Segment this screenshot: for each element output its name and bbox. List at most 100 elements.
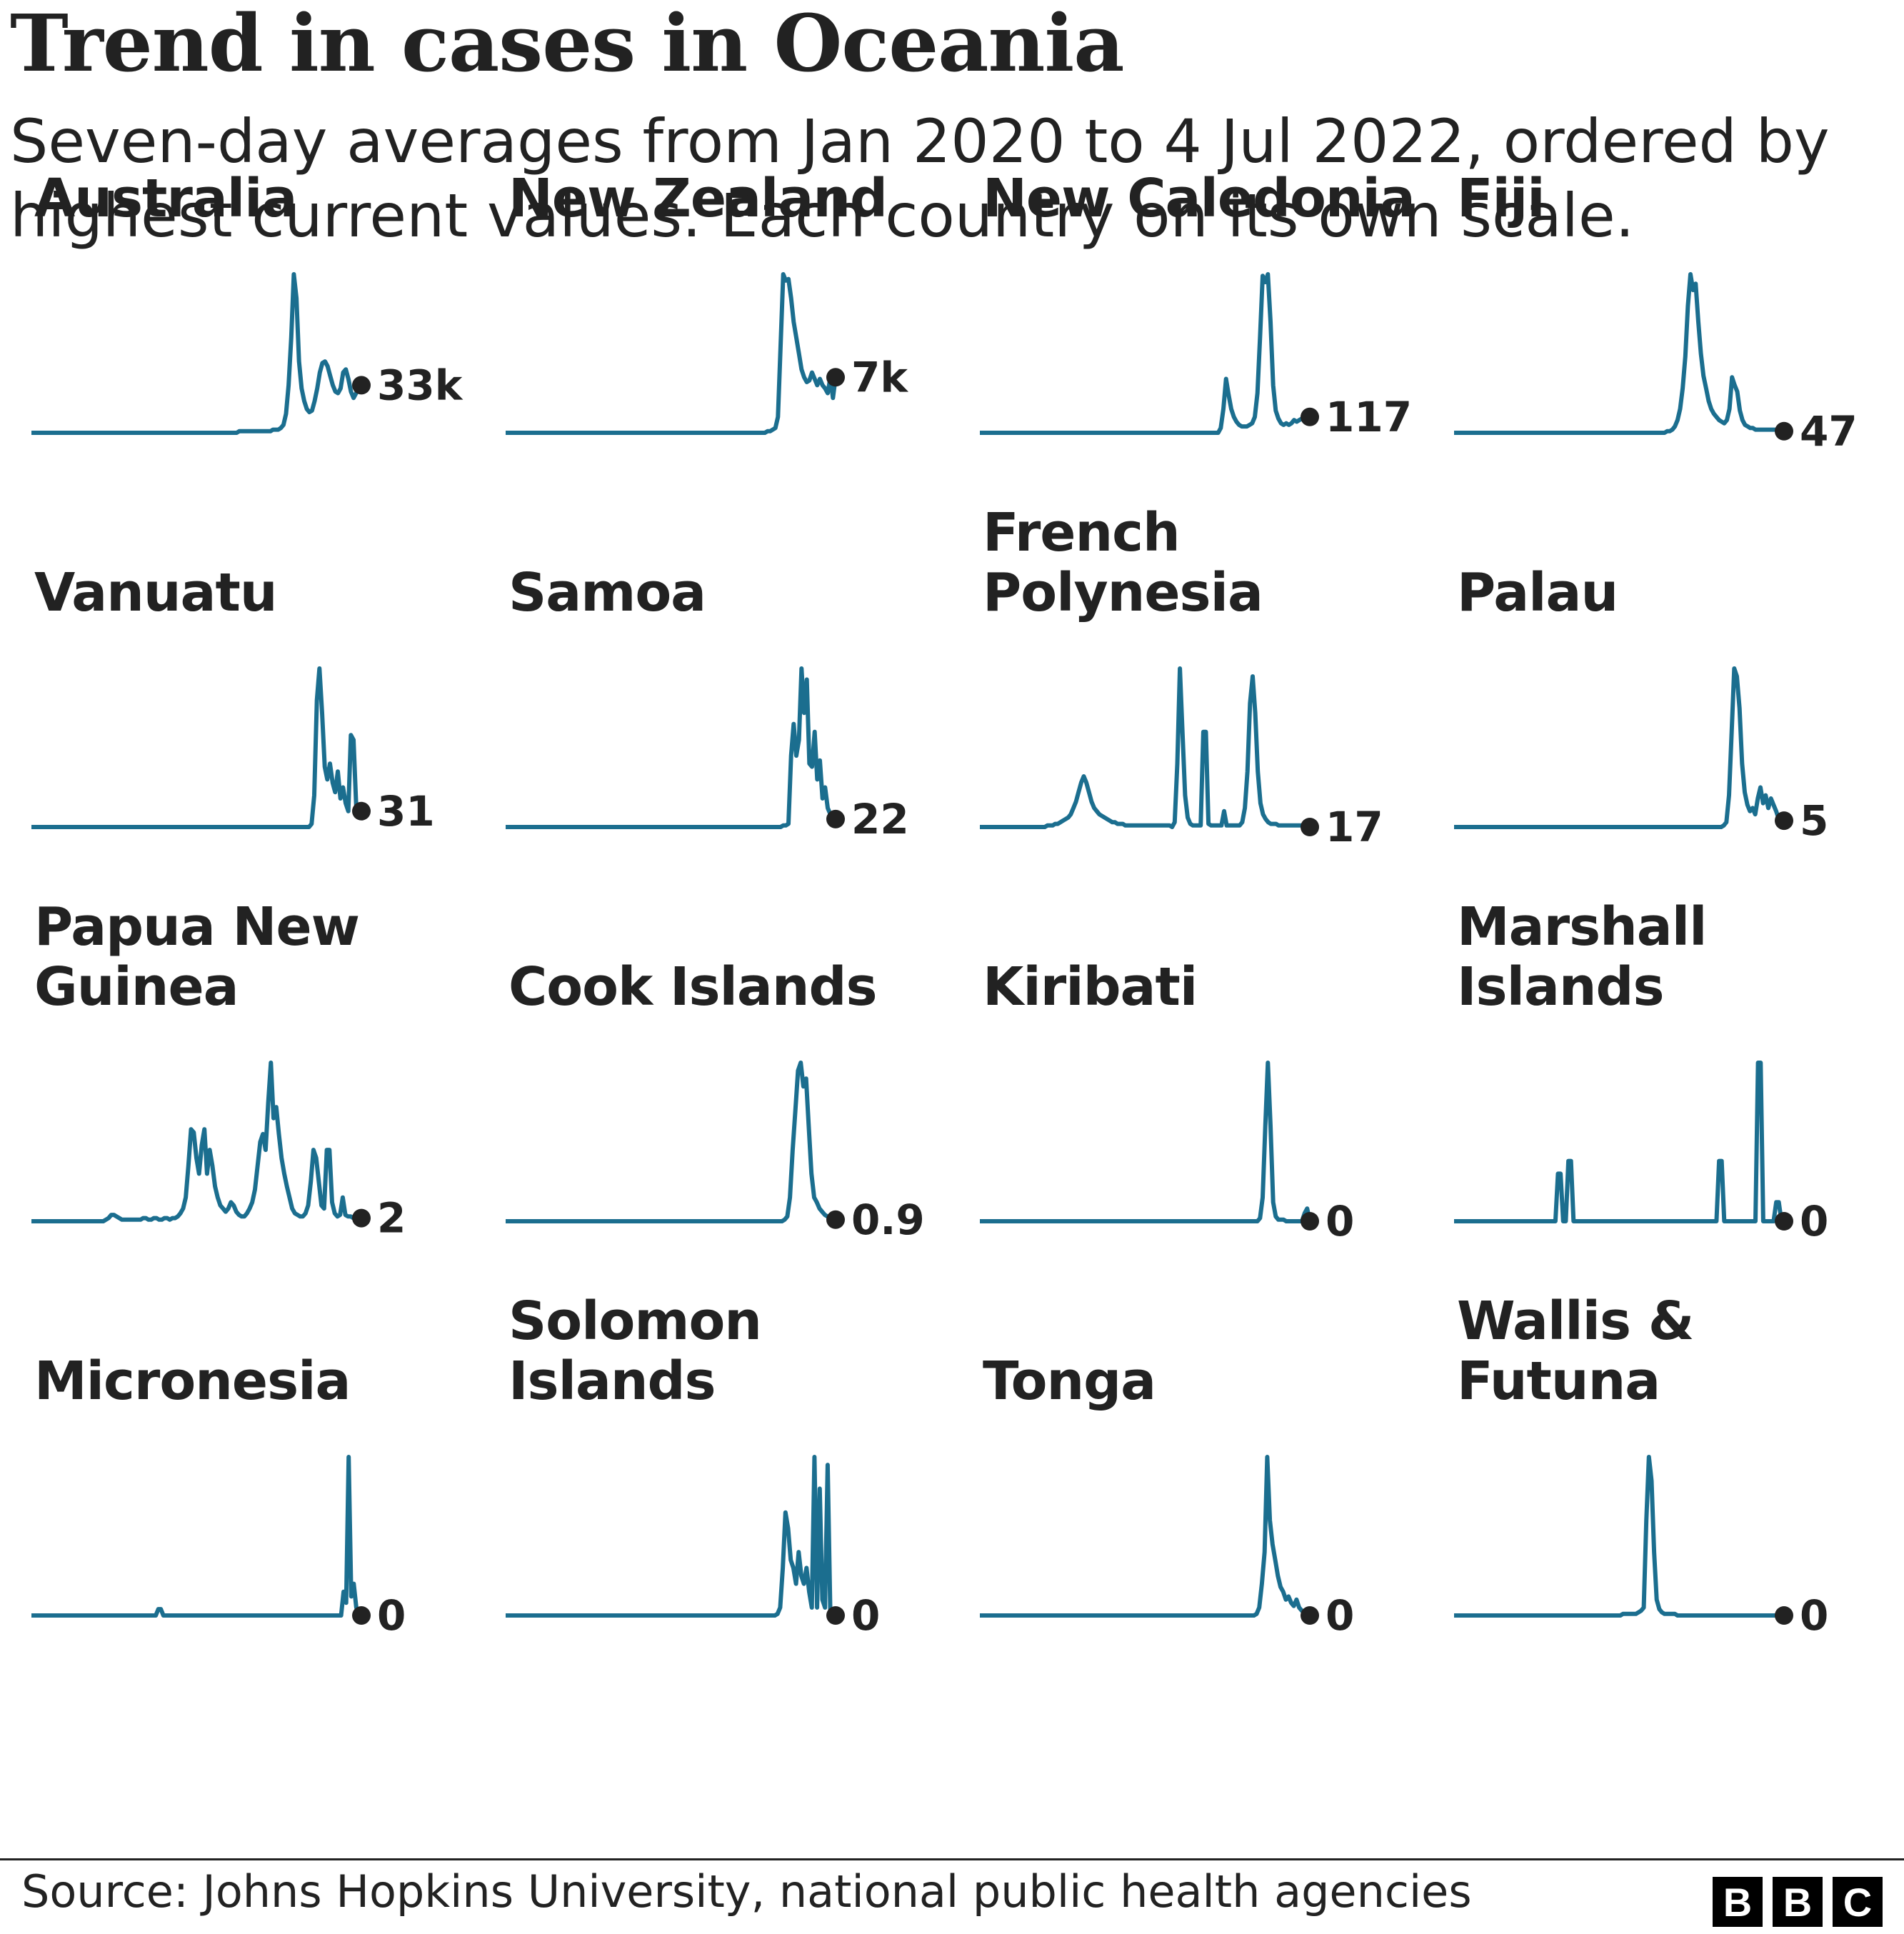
latest-value-label: 7k xyxy=(851,353,908,401)
series-line xyxy=(980,666,1310,829)
latest-value-marker xyxy=(352,1606,371,1625)
panel-title: Australia xyxy=(34,168,297,229)
series-line xyxy=(506,1455,837,1618)
sparkline-chart: 0 xyxy=(506,1455,880,1640)
latest-value-marker xyxy=(826,1210,845,1229)
series-line xyxy=(1454,1455,1784,1618)
sparkline-chart: 7k xyxy=(506,272,908,435)
latest-value-marker xyxy=(1775,1606,1793,1625)
latest-value-label: 0 xyxy=(1800,1197,1828,1246)
sparkline-chart: 2 xyxy=(31,1061,406,1243)
panel-title: Marshall Islands xyxy=(1457,896,1707,1018)
panel-title: New Zealand xyxy=(508,168,888,229)
panel-new-zealand: New Zealand 7k xyxy=(506,129,963,471)
latest-value-marker xyxy=(352,801,371,821)
panel-title: Cook Islands xyxy=(508,956,878,1018)
latest-value-label: 0 xyxy=(851,1591,880,1640)
latest-value-label: 31 xyxy=(377,787,435,836)
sparkline-chart: 0.9 xyxy=(506,1061,925,1244)
series-line xyxy=(506,1061,836,1223)
panel-samoa: Samoa 22 xyxy=(506,523,963,866)
sparkline-chart: 47 xyxy=(1454,272,1858,456)
panel-title: Solomon Islands xyxy=(508,1291,762,1412)
latest-value-marker xyxy=(826,368,845,387)
panel-title: French Polynesia xyxy=(983,502,1263,623)
panel-palau: Palau 5 xyxy=(1454,523,1904,866)
latest-value-label: 0 xyxy=(1326,1197,1354,1246)
series-line xyxy=(1454,1061,1784,1223)
latest-value-label: 0.9 xyxy=(851,1196,925,1244)
series-line xyxy=(31,1455,363,1618)
panel-vanuatu: Vanuatu 31 xyxy=(31,523,488,866)
panel-french-polynesia: French Polynesia 17 xyxy=(980,503,1437,866)
panel-title: Fiji xyxy=(1457,168,1545,229)
sparkline-chart: 117 xyxy=(980,272,1412,441)
series-line xyxy=(506,272,838,435)
latest-value-label: 22 xyxy=(851,795,909,843)
sparkline-chart: 0 xyxy=(980,1455,1354,1640)
latest-value-label: 0 xyxy=(377,1591,406,1640)
bbc-logo: B B C xyxy=(1713,1877,1883,1927)
sparkline-chart: 0 xyxy=(31,1455,406,1640)
sparkline-chart: 33k xyxy=(31,272,464,435)
series-line xyxy=(980,272,1311,435)
series-line xyxy=(1454,666,1784,829)
bbc-logo-letter: C xyxy=(1833,1877,1883,1927)
latest-value-label: 33k xyxy=(377,361,464,409)
panel-micronesia: Micronesia 0 xyxy=(31,1311,488,1654)
sparkline-chart: 22 xyxy=(506,666,909,843)
panel-title: Kiribati xyxy=(983,956,1198,1018)
series-line xyxy=(506,666,837,829)
panel-cook-islands: Cook Islands 0.9 xyxy=(506,917,963,1260)
latest-value-marker xyxy=(1775,1212,1793,1231)
panel-australia: Australia 33k xyxy=(31,129,488,471)
latest-value-marker xyxy=(352,1208,371,1228)
sparkline-chart: 0 xyxy=(1454,1061,1828,1246)
panel-title: New Caledonia xyxy=(983,168,1416,229)
latest-value-marker xyxy=(1301,407,1319,426)
series-line xyxy=(1454,272,1784,435)
latest-value-label: 17 xyxy=(1326,803,1383,851)
latest-value-label: 2 xyxy=(377,1194,406,1243)
chart-title: Trend in cases in Oceania xyxy=(10,0,1125,89)
latest-value-marker xyxy=(352,376,371,395)
series-line xyxy=(31,1061,363,1223)
panel-tonga: Tonga 0 xyxy=(980,1311,1437,1654)
panel-fiji: Fiji 47 xyxy=(1454,129,1904,471)
latest-value-marker xyxy=(1301,1606,1319,1625)
latest-value-marker xyxy=(1775,811,1793,831)
series-line xyxy=(980,1455,1311,1618)
series-line xyxy=(980,1061,1312,1223)
panel-kiribati: Kiribati 0 xyxy=(980,917,1437,1260)
panel-papua-new-guinea: Papua New Guinea 2 xyxy=(31,897,488,1260)
bbc-logo-letter: B xyxy=(1713,1877,1763,1927)
sparkline-chart: 31 xyxy=(31,666,435,836)
latest-value-label: 0 xyxy=(1800,1591,1828,1640)
panel-wallis-futuna: Wallis & Futuna 0 xyxy=(1454,1291,1904,1654)
chart-subtitle: Seven-day averages from Jan 2020 to 4 Ju… xyxy=(10,106,1830,251)
latest-value-marker xyxy=(1775,421,1793,441)
panel-title: Samoa xyxy=(508,562,706,623)
panel-title: Micronesia xyxy=(34,1351,351,1412)
latest-value-marker xyxy=(1301,818,1319,836)
footer-divider xyxy=(0,1858,1904,1860)
panel-solomon-islands: Solomon Islands 0 xyxy=(506,1291,963,1654)
series-line xyxy=(31,666,364,829)
latest-value-marker xyxy=(826,809,845,828)
panel-title: Papua New Guinea xyxy=(34,896,360,1018)
panel-new-caledonia: New Caledonia 117 xyxy=(980,129,1437,471)
panel-marshall-islands: Marshall Islands 0 xyxy=(1454,897,1904,1260)
source-note: Source: Johns Hopkins University, nation… xyxy=(21,1865,1472,1918)
panel-title: Palau xyxy=(1457,562,1618,623)
latest-value-label: 47 xyxy=(1800,407,1858,456)
sparkline-chart: 0 xyxy=(1454,1455,1828,1640)
panel-title: Vanuatu xyxy=(34,562,278,623)
latest-value-marker xyxy=(826,1606,845,1625)
bbc-logo-letter: B xyxy=(1773,1877,1823,1927)
latest-value-marker xyxy=(1301,1212,1319,1231)
latest-value-label: 0 xyxy=(1326,1591,1354,1640)
panel-title: Wallis & Futuna xyxy=(1457,1291,1694,1412)
series-line xyxy=(31,272,361,435)
latest-value-label: 117 xyxy=(1326,393,1412,441)
panel-title: Tonga xyxy=(983,1351,1156,1412)
